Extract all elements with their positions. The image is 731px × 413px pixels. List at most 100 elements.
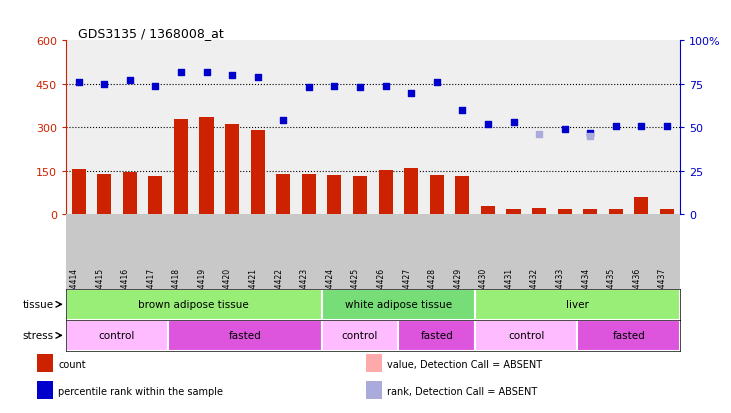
Bar [424,41,450,215]
Text: GDS3135 / 1368008_at: GDS3135 / 1368008_at [78,27,224,40]
Text: rank, Detection Call = ABSENT: rank, Detection Call = ABSENT [387,386,538,396]
Text: percentile rank within the sample: percentile rank within the sample [58,386,224,396]
Bar [379,171,393,215]
Bar [366,354,382,373]
Text: control: control [342,330,378,341]
Bar [174,119,188,215]
Point [507,119,519,126]
Bar [117,41,143,215]
Bar [660,209,674,215]
Bar [577,41,603,215]
Text: fasted: fasted [229,330,261,341]
Text: liver: liver [566,299,589,310]
Text: fasted: fasted [420,330,453,341]
Point [431,80,442,86]
Bar [501,41,526,215]
Bar [194,41,219,215]
Point [251,74,263,81]
Point [584,130,596,137]
Text: fasted: fasted [613,330,645,341]
Text: stress: stress [23,330,53,341]
Point [124,78,136,85]
Point [175,69,186,76]
Bar [200,118,213,215]
Point [380,83,392,90]
Bar [398,41,424,215]
Bar [398,320,475,351]
Bar [66,320,168,351]
Bar [143,41,168,215]
Bar [404,169,418,215]
Bar [481,206,495,215]
Point [610,123,621,130]
Point [584,133,596,140]
Bar [219,41,245,215]
Bar [66,289,322,320]
Bar [635,197,648,215]
Bar [225,125,239,215]
Point [226,73,238,79]
Text: tissue: tissue [23,299,53,310]
Bar [552,41,577,215]
Bar [353,176,367,215]
Point [354,85,366,91]
Bar [475,289,680,320]
Point [98,81,110,88]
Bar [245,41,270,215]
Bar [507,209,520,215]
Bar [532,209,546,215]
Bar [123,173,137,215]
Bar [603,41,629,215]
Bar [322,41,347,215]
Bar [654,41,680,215]
Bar [296,41,322,215]
Bar [37,354,53,373]
Text: white adipose tissue: white adipose tissue [345,299,452,310]
Point [456,107,468,114]
Bar [430,175,444,215]
Bar [450,41,475,215]
Bar [475,41,501,215]
Bar [583,209,597,215]
Bar [327,176,341,215]
Bar [475,320,577,351]
Point [558,126,570,133]
Bar [270,41,296,215]
Bar [168,320,322,351]
Point [277,118,289,124]
Bar [276,174,290,215]
Point [482,121,493,128]
Bar [373,41,398,215]
Text: control: control [99,330,135,341]
Bar [526,41,552,215]
Point [661,123,673,130]
Bar [577,320,680,351]
Point [405,90,417,97]
Bar [455,176,469,215]
Point [635,123,647,130]
Bar [558,209,572,215]
Point [303,85,314,91]
Bar [322,289,475,320]
Text: control: control [508,330,545,341]
Point [533,132,545,138]
Point [149,83,161,90]
Bar [91,41,117,215]
Text: value, Detection Call = ABSENT: value, Detection Call = ABSENT [387,359,542,370]
Bar [347,41,373,215]
Text: count: count [58,359,86,370]
Bar [302,175,316,215]
Bar [322,320,398,351]
Bar [609,209,623,215]
Text: brown adipose tissue: brown adipose tissue [138,299,249,310]
Bar [366,381,382,399]
Point [200,69,212,76]
Bar [148,176,162,215]
Bar [66,41,91,215]
Bar [629,41,654,215]
Point [328,83,340,90]
Bar [97,174,111,215]
Bar [168,41,194,215]
Bar [37,381,53,399]
Point [73,80,84,86]
